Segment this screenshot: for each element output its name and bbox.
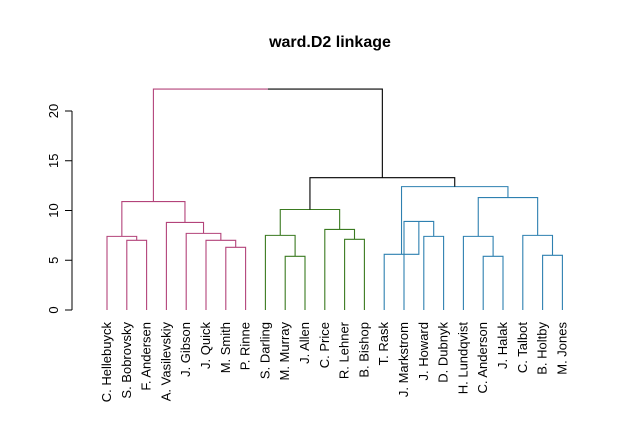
y-tick-label: 5 xyxy=(46,257,61,264)
leaf-label: M. Smith xyxy=(218,322,233,373)
leaf-label: J. Quick xyxy=(198,322,213,369)
dendrogram-link xyxy=(477,197,539,237)
dendrogram-link xyxy=(267,88,383,178)
leaf-label: J. Markstrom xyxy=(396,322,411,397)
dendrogram-link xyxy=(400,186,509,255)
dendrogram-link xyxy=(225,246,247,310)
leaf-label: M. Murray xyxy=(277,322,292,381)
dendrogram-link xyxy=(205,239,237,310)
y-tick-label: 20 xyxy=(46,104,61,118)
leaf-label: B. Bishop xyxy=(356,322,371,378)
leaf-label: J. Gibson xyxy=(178,322,193,377)
dendrogram-link xyxy=(324,228,356,310)
leaf-label: B. Holtby xyxy=(535,322,550,375)
leaf-label: H. Lundqvist xyxy=(455,322,470,395)
dendrogram-link xyxy=(165,221,205,310)
dendrogram-link xyxy=(279,208,341,236)
dendrogram-link xyxy=(423,235,445,310)
dendrogram-link xyxy=(106,235,138,310)
leaf-label: J. Halak xyxy=(495,322,510,369)
dendrogram-link xyxy=(126,239,148,310)
leaf-label: M. Jones xyxy=(554,322,569,375)
leaf-label: S. Bobrovsky xyxy=(119,322,134,399)
dendrogram-link xyxy=(264,234,296,310)
dendrogram-link xyxy=(309,177,456,210)
leaf-label: J. Allen xyxy=(297,322,312,364)
y-tick-label: 15 xyxy=(46,154,61,168)
leaf-label: A. Vasilevskiy xyxy=(158,322,173,402)
dendrogram-link xyxy=(121,200,186,237)
leaf-label: P. Rinne xyxy=(238,322,253,370)
leaf-labels: C. Hellebuyck S. Bobrovsky F. Andersen A. V… xyxy=(99,321,569,402)
chart-title: ward.D2 linkage xyxy=(268,34,391,51)
leaf-label: C. Hellebuyck xyxy=(99,322,114,403)
leaf-label: C. Anderson xyxy=(475,322,490,394)
y-axis: 0 5 10 15 20 xyxy=(46,104,73,314)
leaf-label: C. Price xyxy=(317,322,332,368)
leaf-label: F. Andersen xyxy=(139,322,154,391)
leaf-label: C. Talbot xyxy=(515,322,530,373)
y-tick-label: 0 xyxy=(46,306,61,313)
y-tick-label: 10 xyxy=(46,203,61,217)
dendrogram-link xyxy=(462,235,494,310)
dendrogram-link xyxy=(522,234,554,310)
dendrogram-link xyxy=(185,232,222,310)
leaf-label: J. Howard xyxy=(416,322,431,381)
leaf-label: T. Rask xyxy=(376,322,391,366)
leaf-label: D. Dubnyk xyxy=(436,322,451,383)
dendrogram-link xyxy=(542,254,563,310)
leaf-label: S. Darling xyxy=(257,322,272,379)
dendrogram-link xyxy=(152,88,268,202)
leaf-label: R. Lehner xyxy=(337,321,352,379)
dendrogram-links xyxy=(106,88,563,310)
dendrogram-link xyxy=(344,238,365,310)
dendrogram-link xyxy=(284,255,306,310)
dendrogram-link xyxy=(482,255,504,310)
